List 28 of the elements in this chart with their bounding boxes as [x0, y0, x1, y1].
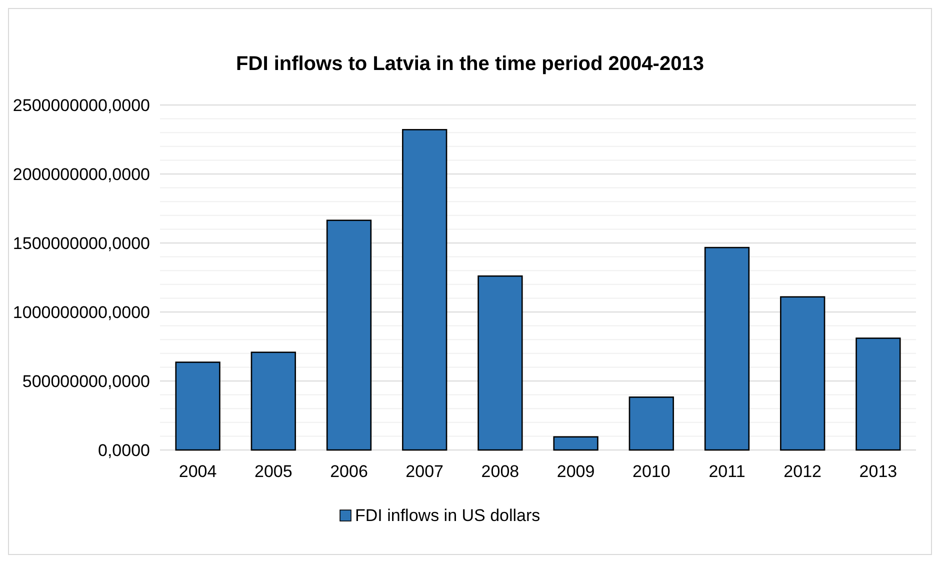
bar: [856, 338, 901, 451]
bar: [402, 129, 448, 451]
legend-label: FDI inflows in US dollars: [355, 506, 540, 525]
chart-title: FDI inflows to Latvia in the time period 2004-2013: [236, 53, 704, 75]
text: 2000000000,0000: [12, 164, 150, 184]
text: 1000000000,0000: [12, 302, 150, 322]
text: 500000000,0000: [22, 372, 150, 391]
x-tick-label: 2010: [632, 462, 670, 481]
x-tick-label: 2004: [178, 462, 217, 481]
x-tick-label: 2008: [481, 462, 520, 481]
bar: [780, 296, 826, 451]
x-tick-label: 2007: [406, 462, 444, 481]
bar: [175, 362, 220, 451]
x-tick-label: 2013: [859, 462, 898, 481]
bar: [628, 396, 674, 451]
bar: [553, 436, 598, 451]
text: 0,0000: [98, 440, 150, 460]
x-tick-label: 2005: [254, 462, 292, 481]
x-tick-label: 2009: [556, 462, 595, 481]
bar: [326, 220, 372, 451]
bar: [704, 246, 750, 451]
text: 1500000000,0000: [12, 234, 150, 253]
x-tick-label: 2011: [708, 462, 746, 481]
text: 2500000000,0000: [12, 96, 150, 115]
bar: [250, 352, 296, 451]
x-tick-label: 2006: [330, 462, 368, 481]
x-tick-label: 2012: [784, 462, 822, 481]
bar: [478, 275, 523, 451]
